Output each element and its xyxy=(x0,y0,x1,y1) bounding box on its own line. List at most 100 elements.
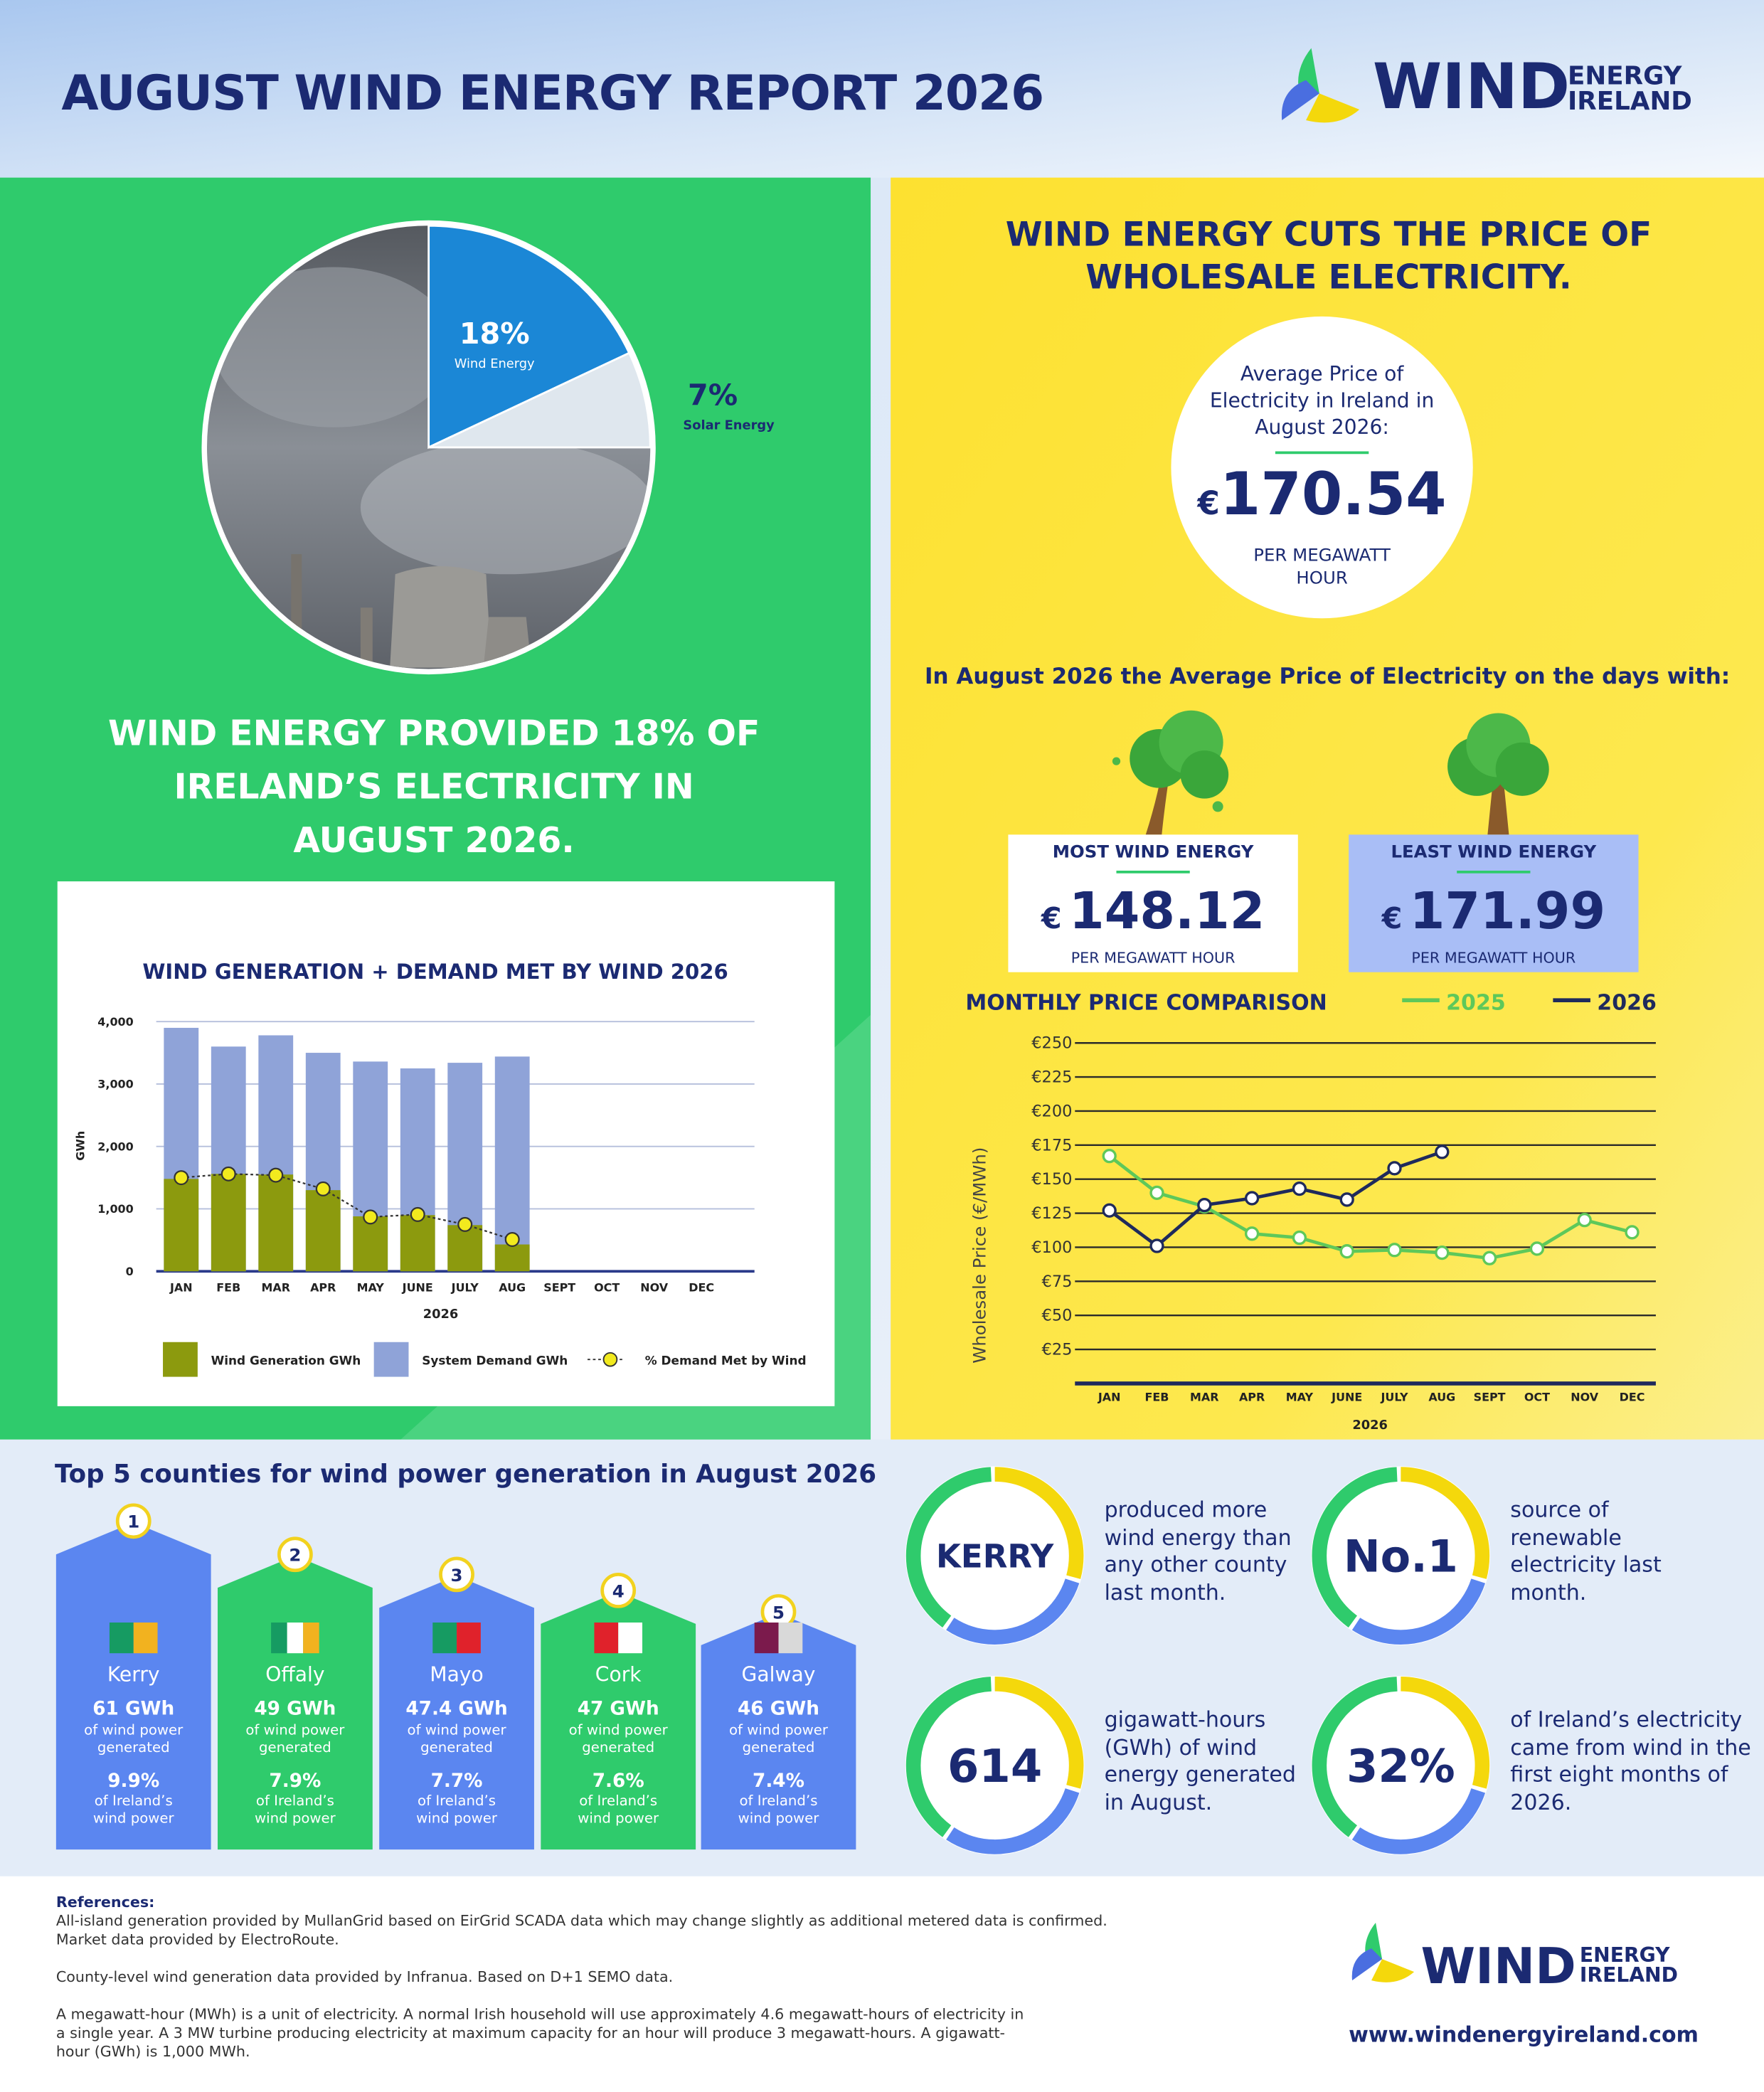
reference: Market data provided by ElectroRoute. xyxy=(55,1931,339,1949)
least-label: LEAST WIND ENERGY xyxy=(1391,842,1597,863)
least-unit: PER MEGAWATT HOUR xyxy=(1411,949,1576,967)
x-tick-label: APR xyxy=(310,1280,336,1294)
chart-title: MONTHLY PRICE COMPARISON xyxy=(965,990,1327,1015)
county-name: Galway xyxy=(741,1662,816,1687)
point xyxy=(1529,1241,1545,1256)
y-axis-label: GWh xyxy=(73,1131,87,1161)
county-card xyxy=(701,1613,856,1850)
y-tick-label: 2,000 xyxy=(97,1140,133,1153)
generation-note: of wind power generated xyxy=(568,1722,668,1756)
point xyxy=(1625,1225,1640,1240)
flag xyxy=(618,1622,643,1654)
y-tick-label: €175 xyxy=(1031,1136,1072,1154)
ring-bg xyxy=(905,1676,1085,1855)
x-tick-label: MAY xyxy=(357,1280,385,1294)
pie-slice xyxy=(427,224,631,450)
county-name: Kerry xyxy=(107,1662,160,1687)
county-name: Cork xyxy=(595,1662,642,1687)
flag xyxy=(432,1622,457,1654)
point xyxy=(457,1216,473,1232)
legend-swatch xyxy=(163,1342,198,1377)
pie-slice xyxy=(428,351,652,449)
line xyxy=(1108,1150,1443,1248)
rank: 3 xyxy=(451,1565,463,1586)
line-chart: MONTHLY PRICE COMPARISON €25 €50 €75 €100 €12… xyxy=(965,990,1657,1432)
x-tick-label: DEC xyxy=(689,1280,714,1294)
ring-segment xyxy=(1312,1467,1490,1645)
reference: All-island generation provided by Mullan… xyxy=(55,1912,1107,1930)
point xyxy=(1387,1161,1402,1176)
flag xyxy=(133,1622,158,1654)
x-tick-label: DEC xyxy=(1620,1390,1645,1403)
point xyxy=(1577,1213,1592,1228)
stat-text: gigawatt-hours (GWh) of wind energy gene… xyxy=(1104,1706,1296,1815)
county-card xyxy=(379,1576,534,1850)
x-tick-label: JUNE xyxy=(402,1280,433,1294)
ring-bg xyxy=(905,1466,1085,1645)
y-tick-label: €75 xyxy=(1042,1273,1073,1291)
x-tick-label: JULY xyxy=(451,1280,479,1294)
flag xyxy=(287,1622,304,1654)
most-price: € 148.12 xyxy=(1008,881,1297,940)
x-tick-label: OCT xyxy=(1524,1390,1550,1403)
point xyxy=(315,1181,331,1196)
county-generation: 61 GWh xyxy=(92,1699,175,1721)
flag xyxy=(271,1622,287,1654)
rank-badge xyxy=(115,1503,152,1539)
ring-segment xyxy=(1312,1677,1490,1854)
point xyxy=(1244,1226,1260,1241)
legend-label: % Demand Met by Wind xyxy=(645,1354,807,1368)
pie-chart: 18% Wind Energy 7% Solar Energy xyxy=(427,224,775,450)
rank-badge xyxy=(439,1556,474,1593)
logo-wind: WIND xyxy=(1420,1938,1576,1995)
point xyxy=(1197,1197,1212,1213)
stat-text: of Ireland’s electricity came from wind … xyxy=(1510,1706,1751,1815)
stat-value: 614 xyxy=(947,1741,1042,1793)
county-generation: 47.4 GWh xyxy=(405,1699,508,1721)
price-circle xyxy=(1171,316,1473,619)
least-price: € 171.99 xyxy=(1349,881,1638,940)
y-tick-label: €200 xyxy=(1031,1102,1072,1120)
point xyxy=(1102,1203,1117,1218)
county-card xyxy=(218,1556,373,1850)
x-tick-label: APR xyxy=(1239,1390,1265,1403)
bar xyxy=(258,1174,294,1272)
share-note: of Ireland’s wind power xyxy=(578,1793,659,1827)
point xyxy=(1339,1244,1354,1259)
y-tick-label: €50 xyxy=(1042,1307,1073,1325)
x-tick-label: JUNE xyxy=(1331,1390,1362,1403)
logo-mark xyxy=(1281,48,1360,123)
county-share: 7.9% xyxy=(269,1770,322,1793)
bar xyxy=(400,1215,435,1272)
price-value: 148.12 xyxy=(1069,881,1265,940)
x-tick-label: NOV xyxy=(1571,1390,1598,1403)
y-tick-label: €250 xyxy=(1031,1034,1072,1053)
ring-segment xyxy=(1312,1677,1490,1854)
generation-note: of wind power generated xyxy=(407,1722,506,1756)
rank: 4 xyxy=(612,1581,625,1601)
slice-value: 7% xyxy=(688,378,738,413)
avg-unit: PER MEGAWATT HOUR xyxy=(1253,546,1391,589)
footer-logo-mark xyxy=(1351,1923,1415,1982)
price-heading: WIND ENERGY CUTS THE PRICE OF WHOLESALE … xyxy=(1005,215,1652,297)
rank-badge xyxy=(600,1573,637,1608)
ring-segment xyxy=(905,1677,1084,1854)
point xyxy=(1387,1243,1402,1258)
y-tick-label: €100 xyxy=(1031,1238,1072,1257)
logo-ireland: IRELAND xyxy=(1568,87,1692,117)
x-tick-label: SEPT xyxy=(1474,1390,1506,1403)
currency: € xyxy=(1041,903,1062,937)
county-card xyxy=(55,1522,211,1850)
legend-label: System Demand GWh xyxy=(422,1354,568,1368)
bar xyxy=(305,1190,341,1272)
x-tick-label: MAR xyxy=(1190,1390,1218,1403)
ring-segment xyxy=(905,1677,1084,1854)
y-axis-label: Wholesale Price (€/MWh) xyxy=(969,1147,989,1364)
stat-value: 32% xyxy=(1346,1741,1455,1793)
point xyxy=(1244,1191,1260,1206)
tree-most xyxy=(1112,710,1229,835)
ring-segment xyxy=(905,1467,1084,1645)
references-title: References: xyxy=(55,1894,155,1911)
point xyxy=(1102,1149,1117,1164)
point xyxy=(1292,1230,1307,1246)
